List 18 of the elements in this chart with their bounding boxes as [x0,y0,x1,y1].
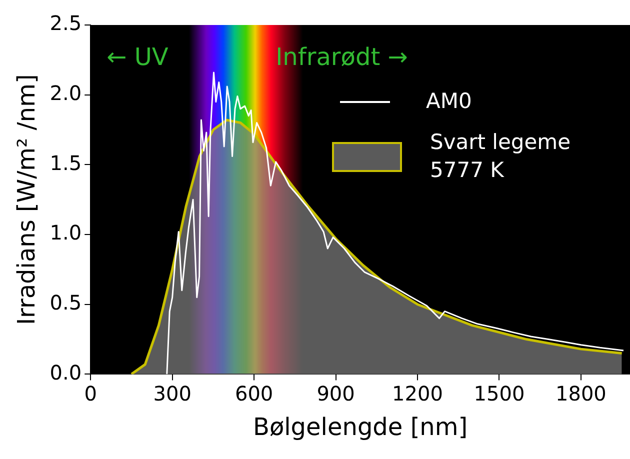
y-tick-label: 0.0 [50,360,82,384]
x-axis-title: Bølgelengde [nm] [252,412,468,441]
annotation: ← UV [106,43,168,71]
y-tick-label: 1.0 [50,220,82,245]
y-tick-label: 2.5 [50,11,82,36]
legend-label: Svart legeme 5777 K [430,129,572,184]
y-tick-label: 0.5 [50,290,82,315]
x-tick-label: 1200 [392,381,443,406]
x-tick-label: 900 [316,381,355,406]
x-tick-label: 1500 [474,381,525,406]
x-tick-label: 1800 [556,381,606,406]
y-tick-label: 2.0 [50,81,82,106]
x-tick-label: 600 [234,381,274,406]
y-tick-label: 1.5 [50,150,82,175]
legend-label: AM0 [426,88,473,115]
x-tick-label: 0 [84,381,97,406]
y-axis-title: Irradians [W/m² /nm] [12,74,41,326]
x-tick-label: 300 [153,381,192,406]
